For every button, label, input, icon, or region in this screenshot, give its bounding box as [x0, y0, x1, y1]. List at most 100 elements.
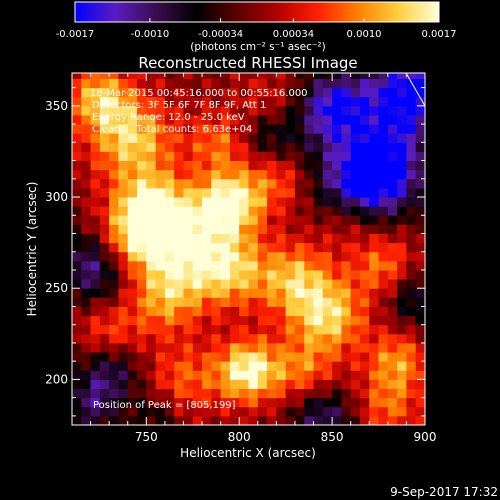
heatmap-cell	[192, 96, 203, 107]
heatmap-cell	[90, 73, 101, 79]
heatmap-cell	[229, 87, 240, 98]
heatmap-cell	[313, 78, 324, 89]
heatmap-cell	[332, 206, 342, 216]
heatmap-cell	[192, 397, 203, 408]
heatmap-cell	[397, 105, 407, 116]
heatmap-cell	[211, 397, 222, 408]
heatmap-cell	[359, 370, 370, 380]
heatmap-cell	[155, 187, 166, 198]
heatmap-cell	[341, 169, 352, 180]
heatmap-cell	[220, 242, 231, 253]
heatmap-cell	[155, 73, 166, 79]
heatmap-cell	[211, 288, 222, 298]
heatmap-cell	[415, 306, 425, 317]
heatmap-cell	[164, 361, 175, 371]
heatmap-cell	[294, 187, 305, 198]
heatmap-cell	[359, 361, 370, 371]
heatmap-cell	[192, 388, 203, 399]
heatmap-cell	[183, 169, 194, 180]
heatmap-cell	[192, 151, 203, 162]
heatmap-cell	[332, 352, 342, 362]
heatmap-cell	[369, 297, 380, 307]
heatmap-cell	[118, 133, 129, 143]
heatmap-cell	[146, 133, 157, 143]
heatmap-cell	[137, 324, 147, 335]
heatmap-cell	[220, 306, 231, 317]
heatmap-cell	[406, 142, 417, 152]
heatmap-cell	[257, 105, 268, 116]
heatmap-cell	[341, 78, 352, 89]
heatmap-cell	[174, 406, 184, 417]
heatmap-cell	[164, 78, 175, 89]
heatmap-cell	[146, 114, 157, 125]
heatmap-cell	[267, 379, 277, 390]
heatmap-cell	[229, 306, 240, 317]
heatmap-cell	[369, 224, 380, 234]
heatmap-cell	[285, 352, 296, 362]
heatmap-cell	[137, 315, 147, 326]
heatmap-cell	[387, 96, 398, 107]
heatmap-cell	[406, 206, 417, 216]
heatmap-cell	[387, 333, 398, 344]
heatmap-cell	[294, 124, 305, 134]
heatmap-cell	[118, 160, 129, 171]
heatmap-cell	[267, 370, 277, 380]
heatmap-cell	[350, 78, 361, 89]
heatmap-cell	[378, 306, 389, 317]
heatmap-cell	[99, 169, 110, 180]
heatmap-cell	[304, 233, 315, 244]
heatmap-cell	[164, 324, 175, 335]
heatmap-cell	[332, 224, 342, 234]
heatmap-cell	[239, 269, 249, 280]
heatmap-cell	[359, 215, 370, 225]
heatmap-cell	[127, 397, 138, 408]
heatmap-cell	[109, 114, 119, 125]
heatmap-cell	[304, 169, 315, 180]
heatmap-cell	[369, 78, 380, 89]
heatmap-cell	[90, 78, 101, 89]
heatmap-cell	[387, 342, 398, 353]
heatmap-cell	[332, 124, 342, 134]
heatmap-cell	[202, 397, 212, 408]
heatmap-cell	[109, 124, 119, 134]
heatmap-cell	[81, 352, 92, 362]
y-tick-label: 200	[45, 372, 68, 386]
heatmap-cell	[202, 151, 212, 162]
heatmap-cell	[239, 151, 249, 162]
heatmap-cell	[359, 105, 370, 116]
heatmap-cell	[322, 233, 333, 244]
heatmap-cell	[192, 379, 203, 390]
heatmap-cell	[415, 78, 425, 89]
heatmap-cell	[285, 406, 296, 417]
heatmap-cell	[304, 105, 315, 116]
heatmap-cell	[350, 73, 361, 79]
heatmap-cell	[267, 333, 277, 344]
heatmap-cell	[322, 297, 333, 307]
heatmap-cell	[211, 224, 222, 234]
heatmap-cell	[350, 133, 361, 143]
heatmap-cell	[146, 333, 157, 344]
heatmap-cell	[369, 361, 380, 371]
heatmap-cell	[387, 206, 398, 216]
heatmap-cell	[294, 78, 305, 89]
heatmap-cell	[313, 269, 324, 280]
heatmap-cell	[304, 73, 315, 79]
heatmap-cell	[332, 324, 342, 335]
heatmap-cell	[211, 151, 222, 162]
heatmap-cell	[415, 142, 425, 152]
heatmap-cell	[341, 388, 352, 399]
heatmap-cell	[202, 315, 212, 326]
heatmap-cell	[248, 233, 259, 244]
heatmap-cell	[378, 361, 389, 371]
heatmap-cell	[378, 206, 389, 216]
heatmap-cell	[341, 187, 352, 198]
heatmap-cell	[220, 124, 231, 134]
heatmap-cell	[239, 361, 249, 371]
heatmap-cell	[220, 342, 231, 353]
heatmap-cell	[118, 187, 129, 198]
heatmap-cell	[81, 169, 92, 180]
heatmap-cell	[118, 397, 129, 408]
heatmap-cell	[137, 233, 147, 244]
heatmap-cell	[332, 333, 342, 344]
heatmap-cell	[406, 251, 417, 262]
